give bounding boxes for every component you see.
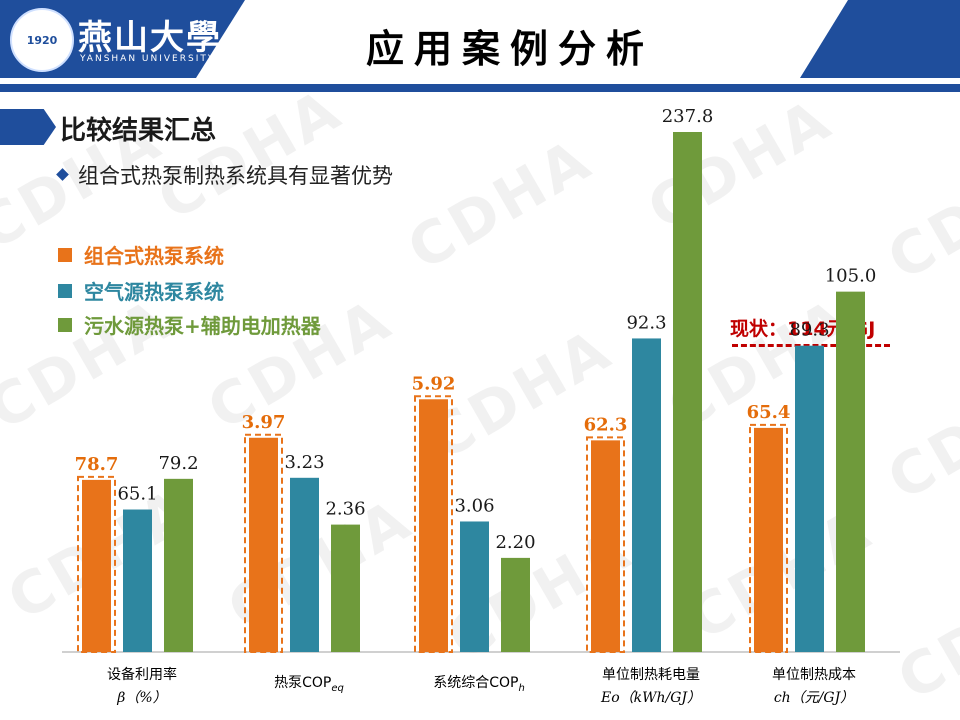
bar [795,345,824,652]
category-label-unit: Eo（kWh/GJ） [600,690,702,706]
legend-swatch-sewage-source [58,317,72,332]
category-label-subscript: eq [331,682,344,694]
bar [836,291,865,652]
highlight-box [414,395,453,653]
logo-year: 1920 [26,33,58,47]
category-label-main: 设备利用率 [107,667,177,683]
category-label-unit: β（%） [117,690,167,706]
bar [331,524,360,652]
category-label: 设备利用率 β（%） [62,664,222,707]
category-label-unit: ch（元/GJ） [773,690,855,706]
university-logo: 1920 [10,8,74,72]
data-label: 3.97 [242,412,286,433]
data-label: 237.8 [662,106,714,127]
category-label: 热泵COPeq [229,672,389,694]
legend-swatch-air-source [58,283,72,298]
highlight-box [77,475,116,653]
highlight-box [749,423,788,653]
legend-label-air-source: 空气源热泵系统 [84,280,224,304]
category-label-main: 单位制热成本 [772,667,856,683]
bar [164,478,193,652]
bullet-text: 组合式热泵制热系统具有显著优势 [78,164,393,188]
status-note-dashed-line [732,344,890,347]
data-label: 65.1 [117,484,157,505]
data-label: 89.3 [789,320,829,341]
bar [501,557,530,652]
bar [673,132,702,652]
header-divider [0,84,960,92]
data-label: 65.4 [747,402,791,423]
category-label-subscript: h [518,682,525,694]
data-label: 79.2 [158,453,198,474]
page-title: 应用案例分析 [365,27,654,71]
bar [82,479,111,652]
data-label: 3.23 [284,452,324,473]
category-label-main: 热泵COPeq [274,675,344,694]
legend-swatch-combined [58,247,72,262]
legend-label-combined: 组合式热泵系统 [84,244,224,268]
section-arrow-icon [0,109,56,145]
university-name-en: YANSHAN UNIVERSITY [80,54,216,64]
data-label: 2.20 [495,532,535,553]
data-label: 92.3 [626,312,666,333]
section-title: 比较结果汇总 [60,116,217,146]
category-label: 系统综合COPh [399,672,559,694]
legend-item-sewage-source: 污水源热泵+辅助电加热器 [58,310,321,339]
bar [754,427,783,652]
university-name-cn: 燕山大學 [78,18,222,58]
data-label: 3.06 [454,495,494,516]
bar [123,509,152,652]
legend-item-combined: 组合式热泵系统 [58,240,224,269]
category-label: 单位制热耗电量 Eo（kWh/GJ） [571,664,731,707]
bar [290,477,319,652]
category-label-main: 系统综合COPh [433,675,525,694]
bar [632,338,661,652]
data-label: 78.7 [75,454,119,475]
legend-item-air-source: 空气源热泵系统 [58,276,224,305]
highlight-box [244,433,283,654]
data-label: 5.92 [412,373,456,394]
data-label: 2.36 [325,499,365,520]
bar [460,521,489,652]
legend-label-sewage-source: 污水源热泵+辅助电加热器 [84,314,321,338]
data-label: 105.0 [825,266,877,287]
bar [419,399,448,652]
data-label: 62.3 [584,414,628,435]
highlight-box [586,436,625,653]
category-label-main: 单位制热耗电量 [602,667,700,683]
category-label: 单位制热成本 ch（元/GJ） [734,664,894,707]
bar [591,440,620,652]
bar [249,437,278,652]
